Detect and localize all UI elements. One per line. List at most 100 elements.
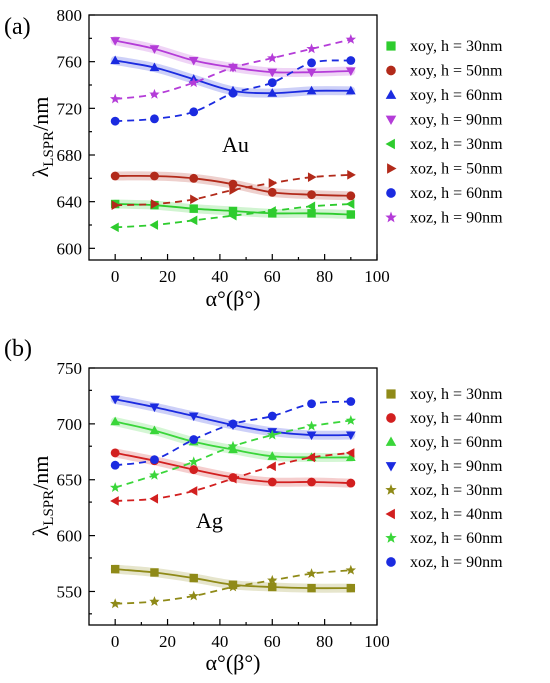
a-x-tick-label: 40: [211, 267, 228, 286]
panel-a-plot-frame: [88, 14, 378, 261]
a-data-point: [189, 107, 199, 117]
a-data-point: [306, 201, 316, 212]
b-legend-marker: [386, 557, 396, 567]
b-data-point: [188, 590, 199, 601]
b-data-point: [345, 448, 355, 458]
b-legend-item: xoy, h = 40nm: [386, 410, 503, 427]
a-legend-marker: [386, 188, 396, 198]
a-data-point: [188, 77, 199, 88]
a-legend-marker: [386, 65, 396, 76]
panel-a-y-ticks: 600 640 680 720 760 800: [57, 6, 95, 258]
b-data-point: [110, 395, 121, 405]
a-x-tick-label: 20: [159, 267, 176, 286]
panel-a-y-label-main: λ: [28, 166, 53, 177]
a-data-point: [110, 37, 121, 46]
a-data-point: [267, 78, 277, 88]
b-data-point: [189, 435, 199, 444]
a-legend-text: xoy, h = 60nm: [410, 87, 503, 104]
a-y-tick-label: 760: [57, 53, 83, 72]
a-legend-marker: [386, 41, 396, 51]
b-legend-text: xoz, h = 60nm: [410, 530, 503, 547]
b-legend-item: xoz, h = 40nm: [385, 506, 503, 523]
a-data-point: [267, 187, 277, 197]
b-data-point: [267, 461, 276, 472]
a-legend-text: xoy, h = 90nm: [410, 112, 503, 129]
a-data-point: [227, 210, 237, 221]
b-legend-item: xoy, h = 90nm: [385, 458, 503, 475]
b-data-point: [306, 420, 317, 431]
a-data-point: [110, 222, 119, 233]
a-data-point: [110, 55, 121, 65]
panel-b-y-ticks: 550 600 650 700 750: [57, 359, 95, 615]
a-data-point: [227, 62, 239, 72]
a-y-tick-label: 640: [57, 193, 83, 212]
a-data-point: [189, 204, 198, 213]
b-legend-text: xoz, h = 30nm: [410, 482, 503, 499]
b-legend-text: xoz, h = 40nm: [410, 506, 503, 523]
a-data-point: [267, 68, 278, 78]
panel-b-material-annotation: Ag: [196, 508, 223, 533]
b-data-point: [307, 583, 316, 593]
b-data-point: [346, 583, 356, 593]
b-data-point: [307, 399, 316, 409]
b-data-point: [306, 452, 316, 463]
panel-b-y-axis-label: λLSPR/nm: [28, 456, 57, 537]
a-data-point: [149, 45, 160, 54]
a-data-point: [110, 116, 120, 126]
panel-b-y-label-main: λ: [28, 525, 53, 536]
a-legend-text: xoz, h = 50nm: [410, 161, 503, 178]
a-data-point: [189, 173, 199, 183]
panel-b-y-label-unit: /nm: [28, 456, 53, 490]
b-legend-text: xoy, h = 90nm: [410, 458, 503, 475]
b-x-tick-label: 40: [211, 632, 228, 651]
a-series-xoz-6: [110, 56, 356, 126]
panel-a-label: (a): [4, 14, 31, 40]
a-legend-item: xoz, h = 50nm: [387, 161, 503, 178]
a-x-tick-label: 60: [264, 267, 281, 286]
a-x-tick-label: 100: [364, 267, 390, 286]
a-data-point: [345, 199, 355, 209]
panel-b-x-ticks: 0 20 40 60 80 100: [111, 619, 390, 651]
b-data-point: [228, 444, 238, 454]
a-data-point: [150, 199, 160, 209]
b-data-point: [306, 568, 317, 579]
b-data-point: [149, 425, 160, 435]
panel-a-y-label-unit: /nm: [28, 97, 53, 131]
panel-b: (b) 550 600 650 700 750 0 20 40 60 80 100 Ag α°(β…: [4, 336, 503, 675]
b-data-point: [149, 469, 160, 480]
panel-b-legend: xoy, h = 30nm xoy, h = 40nm xoy, h = 60nm x…: [385, 386, 503, 571]
a-data-point: [190, 194, 199, 205]
b-data-point: [346, 478, 356, 488]
b-data-point: [227, 473, 237, 484]
a-data-point: [346, 191, 356, 201]
panel-b-series: [109, 394, 357, 609]
a-legend-item: xoz, h = 90nm: [385, 210, 503, 227]
a-series-xoy-1: [110, 171, 356, 201]
b-data-point: [267, 477, 277, 487]
b-series-xoz-4: [109, 564, 357, 609]
a-data-point: [150, 114, 159, 124]
b-legend-text: xoz, h = 90nm: [410, 554, 503, 571]
b-data-point: [109, 482, 121, 492]
b-legend-text: xoy, h = 30nm: [410, 386, 503, 403]
a-legend-marker: [385, 211, 397, 223]
b-data-point: [110, 416, 121, 426]
b-series-xoz-6: [109, 415, 357, 492]
b-data-point: [189, 573, 198, 583]
a-y-tick-label: 800: [57, 6, 83, 25]
b-data-point: [307, 477, 316, 487]
b-legend-item: xoy, h = 60nm: [385, 434, 503, 451]
a-data-point: [188, 56, 199, 66]
a-legend-marker: [385, 89, 397, 99]
b-data-point: [227, 581, 239, 592]
b-data-point: [110, 460, 120, 470]
b-data-point: [188, 412, 199, 422]
a-legend-item: xoy, h = 90nm: [385, 112, 503, 129]
a-data-point: [268, 178, 278, 188]
b-data-point: [110, 564, 120, 574]
a-data-point: [267, 52, 278, 63]
a-data-point: [345, 34, 357, 44]
b-data-point: [188, 486, 198, 496]
b-y-tick-label: 650: [57, 471, 83, 490]
